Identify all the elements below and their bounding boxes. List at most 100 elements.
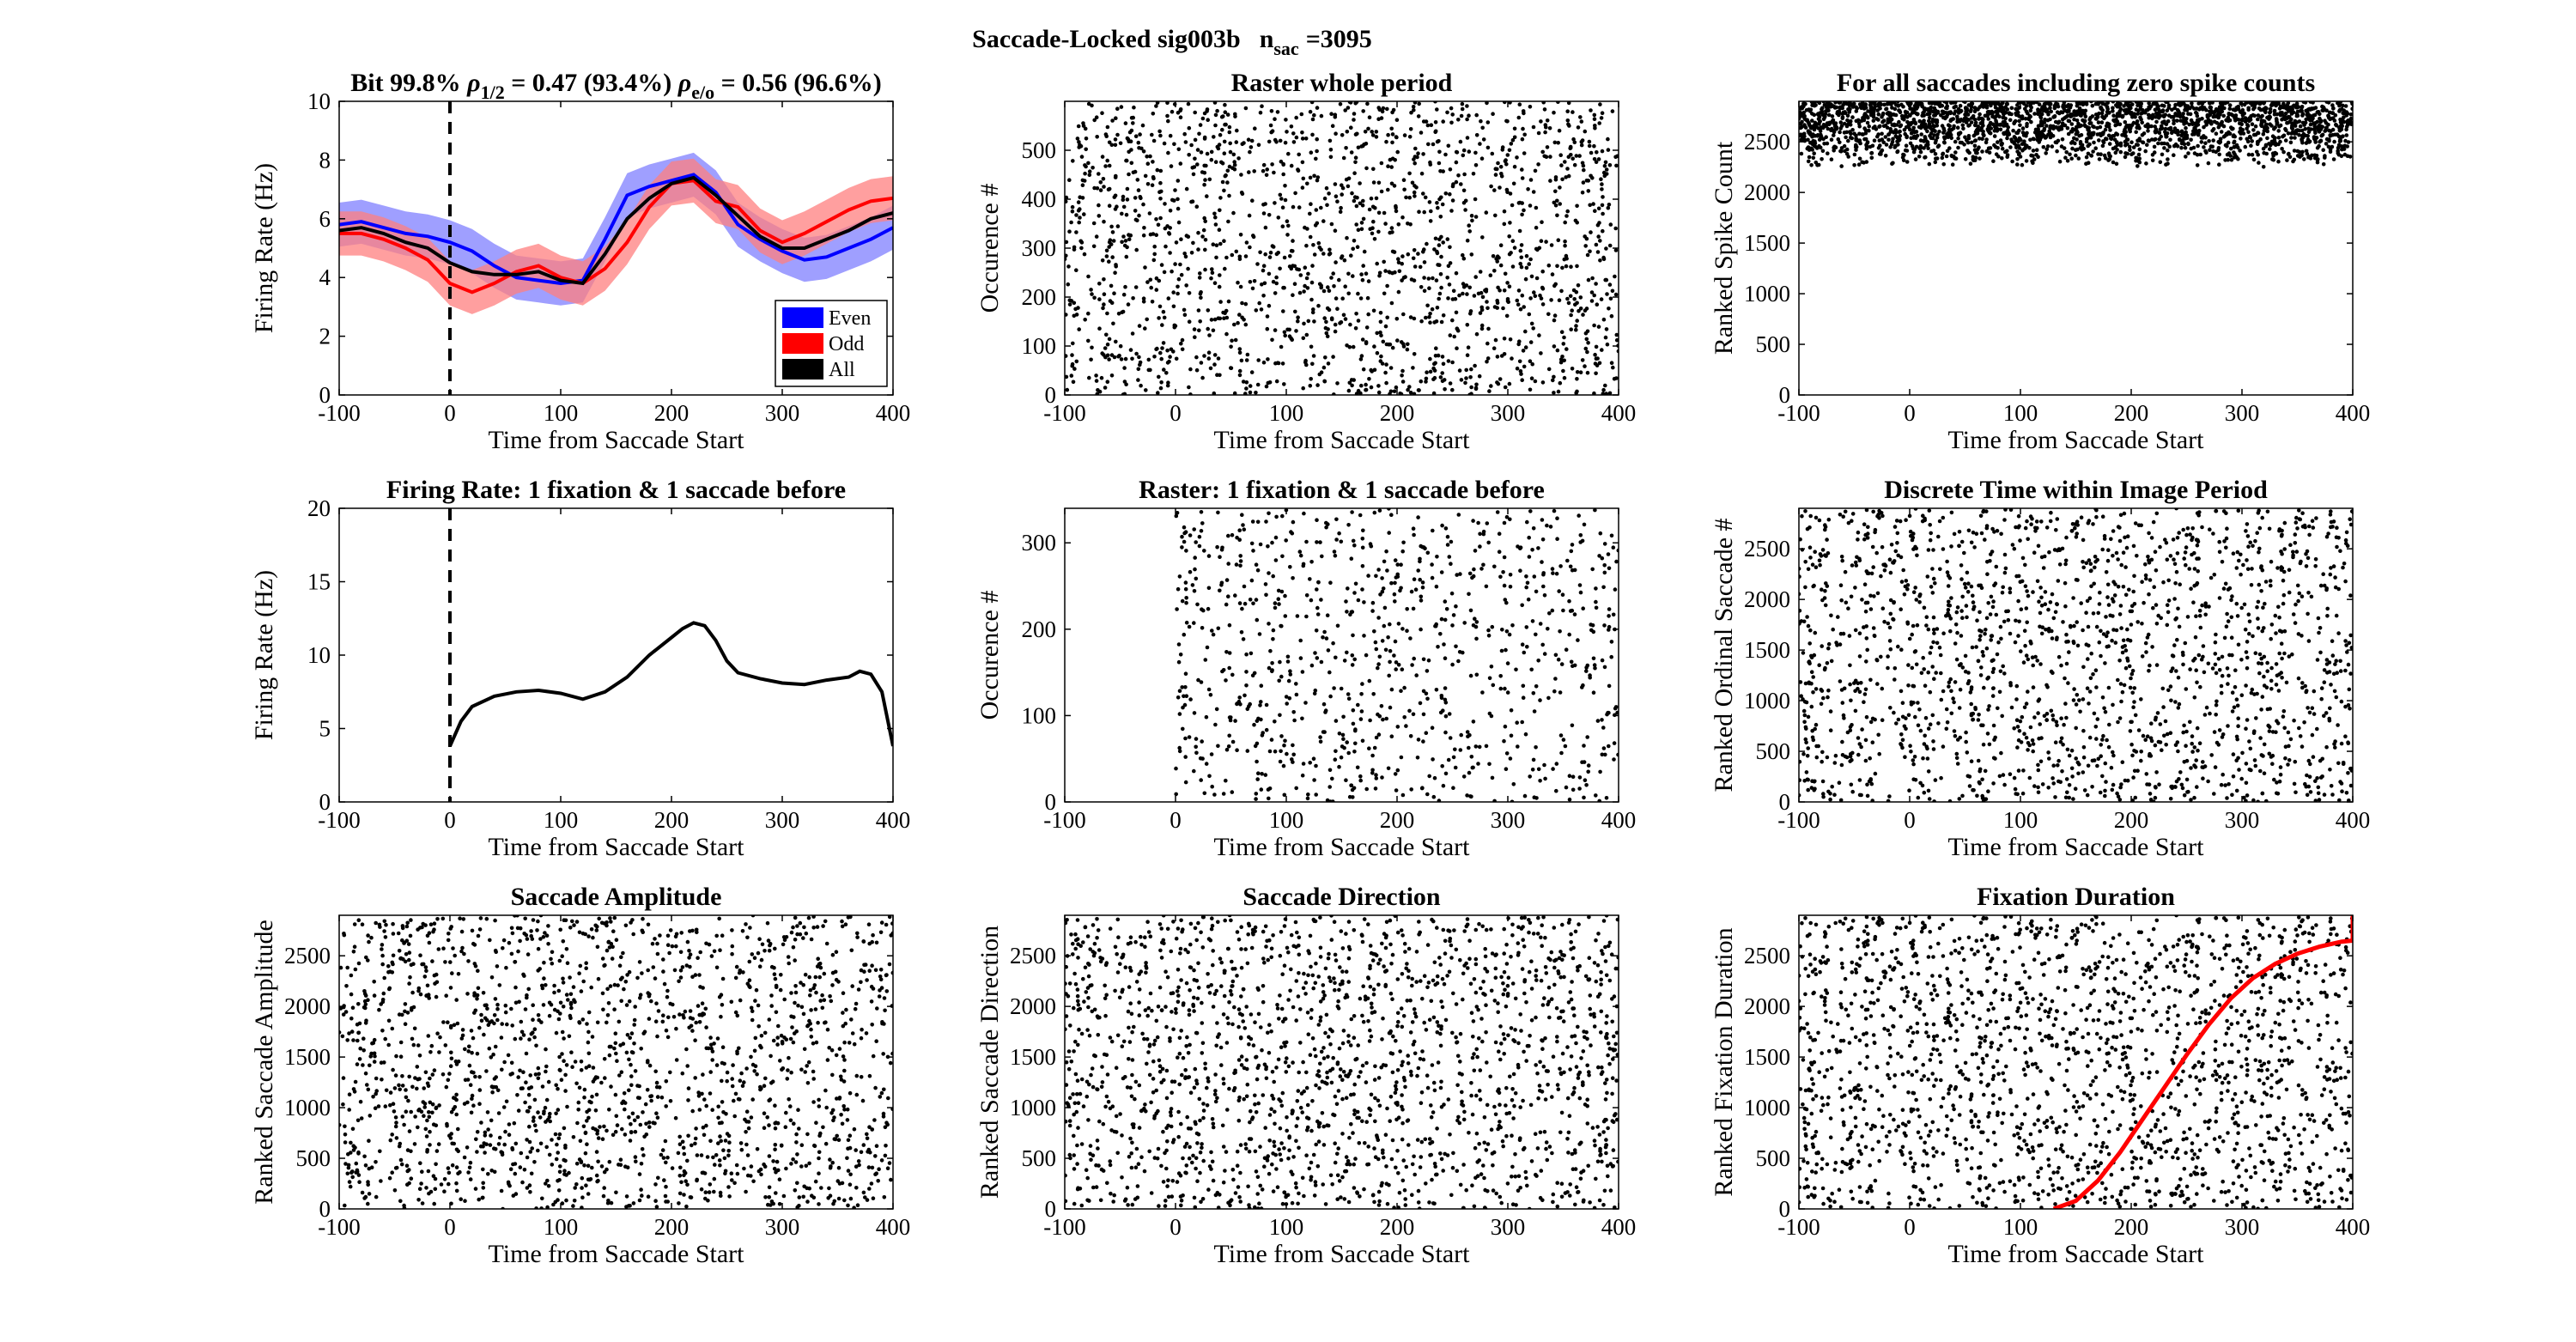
raster-dot	[1595, 302, 1600, 307]
raster-dot	[2257, 161, 2261, 165]
raster-dot	[1207, 774, 1212, 779]
raster-dot	[1848, 123, 1853, 127]
raster-dot	[1437, 799, 1442, 802]
raster-dot	[1188, 569, 1193, 574]
y-tick-label: 10	[307, 88, 331, 114]
raster-dot	[1918, 149, 1923, 155]
raster-dot	[1864, 160, 1869, 164]
raster-dot	[1412, 352, 1417, 356]
raster-dot	[2298, 124, 2303, 129]
x-tick-label: 200	[654, 400, 690, 426]
raster-dot	[2095, 132, 2100, 137]
raster-dot	[1065, 387, 1070, 392]
raster-dot	[1372, 344, 1376, 349]
raster-dot	[2140, 120, 2144, 125]
raster-dot	[1304, 614, 1309, 619]
raster-dot	[1510, 203, 1515, 208]
raster-dot	[1873, 102, 1877, 106]
raster-dot	[2190, 104, 2194, 109]
raster-dot	[1382, 259, 1386, 264]
raster-dot	[2121, 113, 2125, 118]
raster-dot	[1203, 219, 1207, 224]
raster-dot	[1102, 277, 1106, 282]
raster-dot	[1223, 173, 1228, 179]
raster-dot	[2069, 130, 2074, 134]
raster-dot	[2008, 118, 2013, 123]
raster-dot	[1124, 254, 1129, 259]
raster-dot	[1306, 319, 1311, 324]
raster-dot	[2344, 127, 2348, 132]
raster-dot	[1401, 178, 1406, 182]
raster-dot	[1306, 271, 1310, 276]
raster-dot	[2284, 128, 2288, 132]
raster-dot	[1596, 234, 1601, 239]
raster-dot	[1528, 257, 1533, 262]
raster-dot	[1402, 133, 1407, 137]
raster-dot	[1410, 180, 1415, 185]
suptitle-prefix: Saccade-Locked sig003b	[972, 25, 1241, 53]
raster-dot	[1273, 117, 1277, 121]
raster-dot	[1555, 198, 1559, 203]
raster-dot	[1283, 184, 1287, 188]
raster-dot	[1341, 313, 1346, 318]
raster-dot	[1592, 663, 1597, 667]
raster-dot	[1946, 131, 1951, 135]
raster-dot	[1987, 101, 1992, 106]
raster-dot	[1441, 783, 1446, 788]
raster-dot	[1267, 303, 1272, 308]
raster-dot	[1075, 137, 1080, 141]
raster-dot	[1421, 689, 1426, 694]
raster-dot	[1862, 106, 1867, 111]
raster-dot	[1188, 367, 1193, 372]
raster-dot	[1857, 156, 1862, 161]
raster-dot	[2165, 142, 2170, 146]
raster-dot	[1583, 346, 1589, 351]
raster-dot	[1799, 151, 1804, 156]
raster-dot	[1247, 170, 1251, 174]
raster-dot	[1519, 255, 1524, 260]
raster-dot	[1552, 140, 1558, 145]
raster-dot	[1505, 153, 1510, 157]
raster-dot	[1571, 288, 1577, 293]
raster-dot	[1558, 185, 1562, 190]
legend-label: All	[829, 359, 855, 381]
raster-dot	[1428, 160, 1432, 165]
raster-dot	[1318, 540, 1322, 544]
raster-dot	[1099, 375, 1104, 380]
raster-dot	[1600, 658, 1605, 663]
raster-dot	[1171, 290, 1176, 295]
raster-dot	[2283, 104, 2288, 109]
raster-dot	[1465, 353, 1470, 358]
raster-dot	[1441, 119, 1445, 124]
raster-dot	[1522, 111, 1526, 116]
raster-dot	[1977, 137, 1982, 141]
raster-dot	[1585, 370, 1590, 375]
raster-dot	[1441, 313, 1446, 318]
raster-dot	[1233, 112, 1237, 117]
raster-dot	[1456, 513, 1461, 517]
raster-dot	[1355, 245, 1360, 250]
raster-dot	[1552, 508, 1557, 513]
raster-dot	[2093, 101, 2099, 106]
raster-dot	[1352, 118, 1356, 122]
raster-dot	[1515, 720, 1519, 725]
raster-dot	[1461, 153, 1466, 158]
raster-dot	[1165, 348, 1170, 353]
raster-dot	[1559, 662, 1564, 666]
raster-dot	[1151, 258, 1157, 263]
raster-dot	[1555, 213, 1559, 218]
raster-dot	[1927, 161, 1932, 167]
raster-dot	[1128, 139, 1133, 143]
raster-dot	[1230, 790, 1235, 794]
raster-dot	[1133, 169, 1138, 174]
raster-dot	[2285, 116, 2290, 120]
raster-dot	[1165, 101, 1170, 105]
raster-dot	[1327, 138, 1333, 143]
raster-dot	[1349, 125, 1353, 130]
raster-dot	[2095, 125, 2099, 131]
raster-dot	[1239, 191, 1244, 195]
raster-dot	[1394, 135, 1399, 139]
raster-dot	[1594, 344, 1599, 349]
raster-dot	[1189, 143, 1194, 148]
